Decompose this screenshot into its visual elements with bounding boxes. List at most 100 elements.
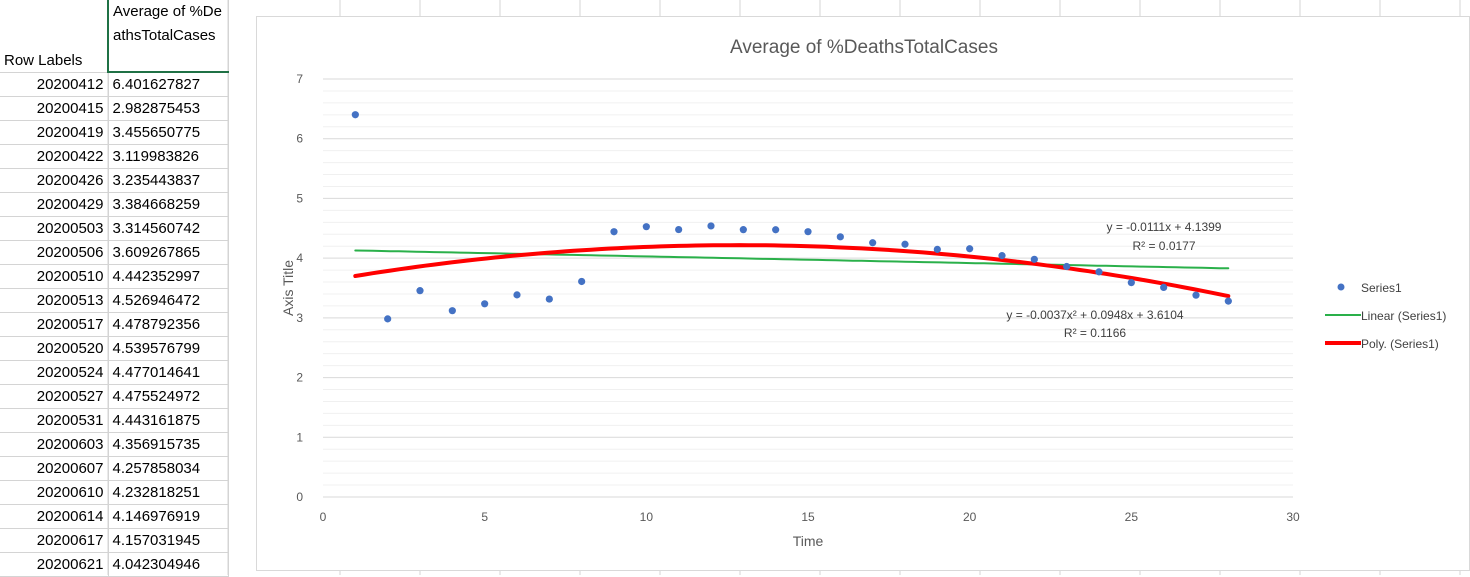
row-label-cell[interactable]: 20200531 — [0, 408, 109, 433]
pivot-row[interactable]: 20200621 4.042304946 — [0, 552, 229, 577]
chart-series-points[interactable] — [351, 111, 1232, 323]
average-value-cell[interactable]: 3.235443837 — [108, 168, 229, 193]
data-point[interactable] — [901, 240, 909, 248]
row-label-cell[interactable]: 20200419 — [0, 120, 109, 145]
poly-trendline[interactable] — [353, 243, 1231, 299]
row-label-cell[interactable]: 20200510 — [0, 264, 109, 289]
average-value-cell[interactable]: 3.455650775 — [108, 120, 229, 145]
pivot-row[interactable]: 20200603 4.356915735 — [0, 432, 229, 457]
pivot-row[interactable]: 20200610 4.232818251 — [0, 480, 229, 505]
linear-trendline-r2[interactable]: R² = 0.0177 — [1132, 239, 1195, 253]
average-value-cell[interactable]: 4.478792356 — [108, 312, 229, 337]
average-value-cell[interactable]: 2.982875453 — [108, 96, 229, 121]
data-point[interactable] — [998, 252, 1006, 260]
linear-trendline-equation[interactable]: y = -0.0111x + 4.1399 — [1107, 220, 1222, 234]
poly-trendline-r2[interactable]: R² = 0.1166 — [1064, 326, 1126, 340]
pivot-row[interactable]: 20200503 3.314560742 — [0, 216, 229, 241]
average-value-cell[interactable]: 3.119983826 — [108, 144, 229, 169]
row-label-cell[interactable]: 20200513 — [0, 288, 109, 313]
row-label-cell[interactable]: 20200503 — [0, 216, 109, 241]
row-label-cell[interactable]: 20200621 — [0, 552, 109, 577]
pivot-row[interactable]: 20200513 4.526946472 — [0, 288, 229, 313]
average-value-cell[interactable]: 6.401627827 — [108, 72, 229, 97]
row-label-cell[interactable]: 20200524 — [0, 360, 109, 385]
average-value-cell[interactable]: 4.232818251 — [108, 480, 229, 505]
row-label-cell[interactable]: 20200412 — [0, 72, 109, 97]
data-point[interactable] — [1224, 297, 1232, 305]
row-label-cell[interactable]: 20200415 — [0, 96, 109, 121]
pivot-row[interactable]: 20200531 4.443161875 — [0, 408, 229, 433]
data-point[interactable] — [513, 291, 521, 299]
row-label-cell[interactable]: 20200527 — [0, 384, 109, 409]
average-value-cell[interactable]: 4.539576799 — [108, 336, 229, 361]
pivot-row[interactable]: 20200510 4.442352997 — [0, 264, 229, 289]
average-value-cell[interactable]: 3.314560742 — [108, 216, 229, 241]
pivot-row[interactable]: 20200524 4.477014641 — [0, 360, 229, 385]
average-value-cell[interactable]: 4.443161875 — [108, 408, 229, 433]
data-point[interactable] — [675, 225, 683, 234]
row-labels-header[interactable]: Row Labels — [0, 0, 109, 73]
row-label-cell[interactable]: 20200617 — [0, 528, 109, 553]
chart-legend[interactable]: Series1 Linear (Series1) Poly. (Series1) — [1325, 281, 1446, 351]
data-point[interactable] — [966, 245, 974, 253]
data-point[interactable] — [448, 307, 456, 315]
average-value-cell[interactable]: 3.384668259 — [108, 192, 229, 217]
row-label-cell[interactable]: 20200517 — [0, 312, 109, 337]
pivot-row[interactable]: 20200419 3.455650775 — [0, 120, 229, 145]
row-label-cell[interactable]: 20200607 — [0, 456, 109, 481]
chart-area[interactable]: 0 1 2 3 4 5 6 7 0 5 10 15 20 25 30 Average of %DeathsT… — [256, 16, 1470, 571]
data-point[interactable] — [804, 228, 812, 236]
data-point[interactable] — [836, 233, 844, 241]
average-value-cell[interactable]: 3.609267865 — [108, 240, 229, 265]
pivot-row[interactable]: 20200527 4.475524972 — [0, 384, 229, 409]
data-point[interactable] — [545, 295, 553, 303]
data-point[interactable] — [610, 228, 618, 236]
pivot-row[interactable]: 20200429 3.384668259 — [0, 192, 229, 217]
data-point[interactable] — [416, 287, 424, 295]
average-value-cell[interactable]: 4.356915735 — [108, 432, 229, 457]
row-label-cell[interactable]: 20200506 — [0, 240, 109, 265]
pivot-row[interactable]: 20200412 6.401627827 — [0, 72, 229, 97]
chart-title[interactable]: Average of %DeathsTotalCases — [730, 37, 998, 58]
row-label-cell[interactable]: 20200610 — [0, 480, 109, 505]
y-axis-title[interactable]: Axis Title — [280, 260, 296, 316]
row-label-cell[interactable]: 20200614 — [0, 504, 109, 529]
data-point[interactable] — [481, 300, 489, 308]
row-label-cell[interactable]: 20200520 — [0, 336, 109, 361]
data-point[interactable] — [739, 226, 747, 234]
row-label-cell[interactable]: 20200426 — [0, 168, 109, 193]
data-point[interactable] — [578, 277, 586, 286]
average-column-header[interactable]: Average of %DeathsTotalCases — [107, 0, 229, 73]
row-label-cell[interactable]: 20200603 — [0, 432, 109, 457]
data-point[interactable] — [933, 245, 941, 253]
data-point[interactable] — [642, 223, 650, 231]
average-value-cell[interactable]: 4.526946472 — [108, 288, 229, 313]
average-value-cell[interactable]: 4.257858034 — [108, 456, 229, 481]
average-value-cell[interactable]: 4.477014641 — [108, 360, 229, 385]
average-value-cell[interactable]: 4.146976919 — [108, 504, 229, 529]
data-point[interactable] — [1063, 262, 1071, 271]
poly-trendline-equation[interactable]: y = -0.0037x² + 0.0948x + 3.6104 — [1006, 308, 1183, 322]
pivot-row[interactable]: 20200415 2.982875453 — [0, 96, 229, 121]
linear-trendline[interactable] — [354, 249, 1230, 270]
average-value-cell[interactable]: 4.157031945 — [108, 528, 229, 553]
pivot-row[interactable]: 20200617 4.157031945 — [0, 528, 229, 553]
average-value-cell[interactable]: 4.475524972 — [108, 384, 229, 409]
data-point[interactable] — [707, 222, 715, 230]
pivot-row[interactable]: 20200517 4.478792356 — [0, 312, 229, 337]
data-point[interactable] — [772, 226, 780, 234]
row-label-cell[interactable]: 20200422 — [0, 144, 109, 169]
data-point[interactable] — [1127, 279, 1135, 287]
chart-trendlines[interactable] — [353, 243, 1231, 299]
average-value-cell[interactable]: 4.042304946 — [108, 552, 229, 577]
pivot-row[interactable]: 20200422 3.119983826 — [0, 144, 229, 169]
pivot-row[interactable]: 20200506 3.609267865 — [0, 240, 229, 265]
data-point[interactable] — [1030, 255, 1038, 263]
x-axis-title[interactable]: Time — [793, 533, 824, 549]
data-point[interactable] — [384, 315, 392, 323]
data-point[interactable] — [351, 111, 359, 119]
average-value-cell[interactable]: 4.442352997 — [108, 264, 229, 289]
data-point[interactable] — [1095, 268, 1103, 276]
data-point[interactable] — [869, 239, 877, 247]
pivot-row[interactable]: 20200607 4.257858034 — [0, 456, 229, 481]
